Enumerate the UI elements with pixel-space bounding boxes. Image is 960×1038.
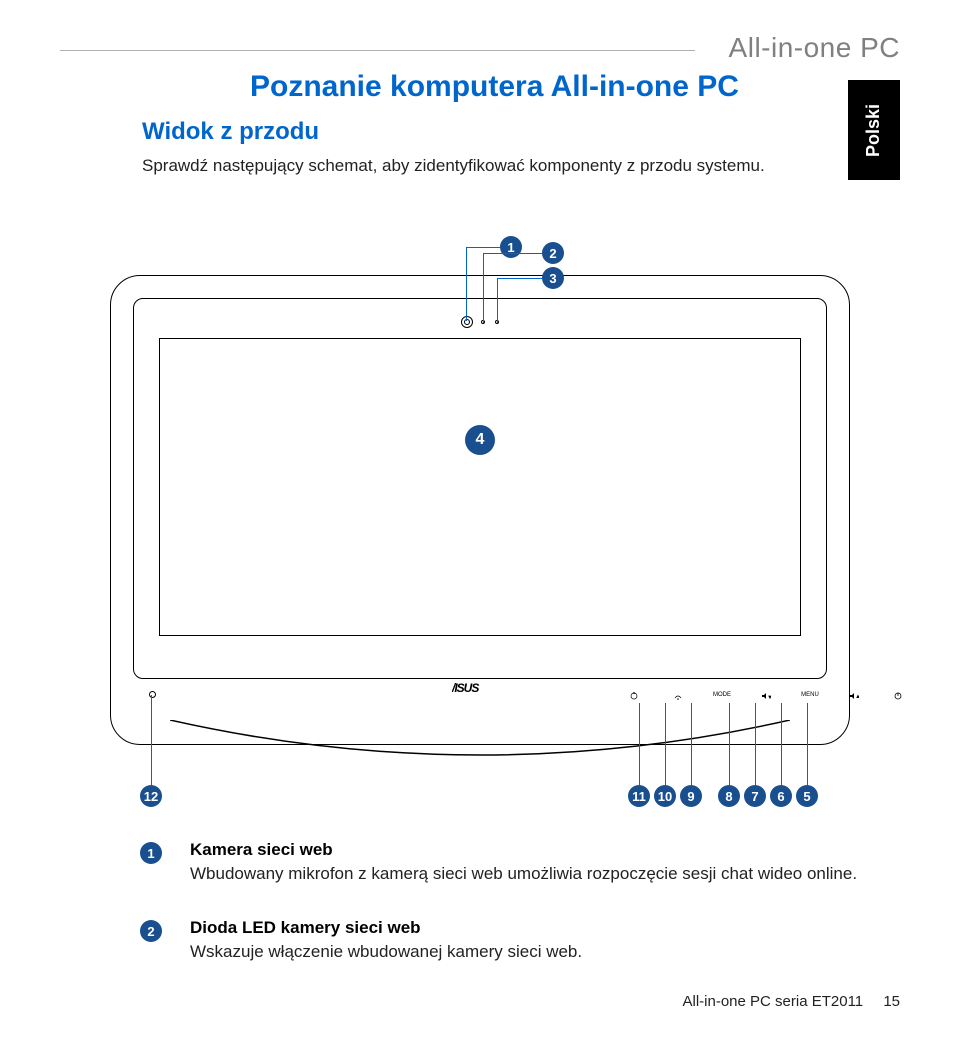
front-button-2: MODE (709, 692, 735, 702)
callout-line (729, 703, 730, 785)
front-button-1 (665, 692, 691, 702)
description-item-1: 1 Kamera sieci webWbudowany mikrofon z ka… (142, 840, 870, 886)
callout-line (639, 703, 640, 785)
footer-text: All-in-one PC seria ET2011 (683, 993, 864, 1010)
callout-bubble-9: 9 (680, 785, 702, 807)
asus-logo: /ISUS (452, 681, 508, 700)
front-button-6 (885, 692, 911, 702)
page-number: 15 (883, 993, 900, 1010)
page-footer: All-in-one PC seria ET2011 15 (683, 993, 901, 1010)
callout-bubble-6: 6 (770, 785, 792, 807)
description-bubble-2: 2 (140, 920, 162, 942)
header-divider (60, 50, 695, 51)
callout-line (466, 247, 500, 248)
callout-bubble-8: 8 (718, 785, 740, 807)
page-title: Poznanie komputera All-in-one PC (250, 70, 739, 104)
callout-line (691, 703, 692, 785)
callout-bubble-1: 1 (500, 236, 522, 258)
front-button-0 (621, 692, 647, 702)
callout-line (483, 253, 542, 254)
front-button-row: MODE ▼ MENU ▲ (621, 692, 911, 702)
callout-bubble-7: 7 (744, 785, 766, 807)
device-diagram: /ISUS MODE▼MENU▲ 4 123 12111098765 (110, 240, 850, 770)
callout-line (483, 253, 484, 323)
description-title: Kamera sieci web (190, 840, 870, 860)
svg-text:▼: ▼ (767, 695, 771, 700)
header-bar: All-in-one PC (60, 32, 900, 68)
callout-bubble-3: 3 (542, 267, 564, 289)
callout-line (665, 703, 666, 785)
brand-label: All-in-one PC (729, 32, 900, 64)
language-tab: Polski (848, 80, 900, 180)
description-bubble-1: 1 (140, 842, 162, 864)
callout-line (497, 278, 542, 279)
callout-bubble-10: 10 (654, 785, 676, 807)
description-title: Dioda LED kamery sieci web (190, 918, 870, 938)
callout-line (151, 695, 152, 785)
monitor-outer: /ISUS MODE▼MENU▲ (110, 275, 850, 745)
camera-icon (461, 316, 473, 328)
callout-line (466, 247, 467, 321)
front-button-4: MENU (797, 692, 823, 702)
callout-bubble-12: 12 (140, 785, 162, 807)
monitor-stand (170, 720, 790, 770)
callout-bubble-4: 4 (465, 425, 495, 455)
callout-line (807, 703, 808, 785)
callout-bubble-5: 5 (796, 785, 818, 807)
intro-paragraph: Sprawdź następujący schemat, aby zidenty… (142, 154, 820, 178)
front-button-5: ▲ (841, 692, 867, 702)
description-text: Wbudowany mikrofon z kamerą sieci web um… (190, 862, 870, 886)
callout-line (755, 703, 756, 785)
svg-text:/ISUS: /ISUS (452, 681, 479, 695)
monitor-screen (159, 338, 801, 636)
language-label: Polski (864, 103, 885, 156)
callout-line (497, 278, 498, 323)
callout-line (781, 703, 782, 785)
description-text: Wskazuje włączenie wbudowanej kamery sie… (190, 940, 870, 964)
callout-bubble-2: 2 (542, 242, 564, 264)
description-item-2: 2 Dioda LED kamery sieci webWskazuje włąc… (142, 918, 870, 964)
front-button-3: ▼ (753, 692, 779, 702)
section-subtitle: Widok z przodu (142, 118, 319, 146)
svg-text:▲: ▲ (855, 694, 859, 700)
callout-bubble-11: 11 (628, 785, 650, 807)
